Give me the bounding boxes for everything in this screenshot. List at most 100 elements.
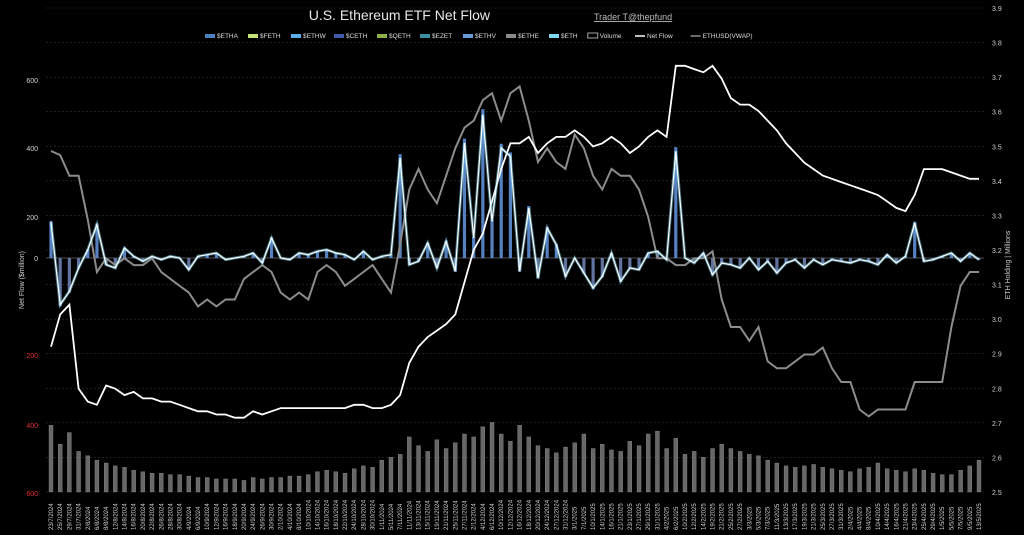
x-tick-label: 21/1/2025 xyxy=(619,503,625,530)
volume-bar xyxy=(370,467,375,493)
net-flow-bar xyxy=(490,219,494,258)
volume-bar xyxy=(103,462,109,493)
volume-bar xyxy=(958,470,963,493)
legend-swatch xyxy=(248,34,258,38)
net-flow-bar xyxy=(628,258,632,269)
volume-bar xyxy=(324,470,329,493)
net-flow-bar xyxy=(848,258,852,264)
volume-bar xyxy=(177,474,182,493)
x-tick-label: 10/9/2024 xyxy=(205,503,211,530)
volume-bar xyxy=(976,459,982,493)
x-tick-label: 7/3/2025 xyxy=(766,506,772,530)
net-flow-bar xyxy=(435,258,439,269)
x-tick-label: 30/10/2024 xyxy=(371,499,377,530)
x-tick-label: 23/4/2025 xyxy=(913,503,919,530)
x-tick-label: 1/11/2024 xyxy=(380,503,386,530)
y2-tick-label: 3.9 xyxy=(992,6,1002,13)
y2-axis-label: ETH Holding | Millions xyxy=(1005,230,1012,299)
volume-bar xyxy=(664,448,669,493)
volume-bar xyxy=(765,459,770,493)
volume-bar xyxy=(811,464,816,493)
y2-tick-label: 2.9 xyxy=(992,352,1002,359)
volume-bar xyxy=(737,451,743,493)
net-flow-bar xyxy=(821,258,825,265)
x-tick-label: 14/2/2025 xyxy=(701,503,707,530)
x-tick-label: 21/2/2025 xyxy=(720,503,726,530)
x-tick-label: 15/11/2024 xyxy=(426,500,432,530)
x-tick-label: 31/7/2024 xyxy=(77,503,83,530)
volume-bar xyxy=(480,426,485,493)
x-tick-label: 11/3/2025 xyxy=(775,503,781,530)
x-tick-label: 7/5/2025 xyxy=(959,506,965,530)
legend-swatch xyxy=(549,34,559,38)
y-tick-label: 0 xyxy=(34,256,38,263)
net-flow-bar xyxy=(426,242,430,258)
x-tick-label: 12/2/2025 xyxy=(692,503,698,530)
legend-label: $ETHV xyxy=(475,33,497,40)
x-tick-label: 2/4/2025 xyxy=(848,506,854,530)
volume-bar xyxy=(848,471,853,493)
net-flow-bar xyxy=(692,258,696,264)
x-tick-label: 29/4/2025 xyxy=(931,503,937,530)
x-tick-label: 14/10/2024 xyxy=(316,499,322,530)
legend-swatch xyxy=(587,32,599,39)
net-flow-bar xyxy=(508,152,513,258)
x-tick-label: 5/3/2025 xyxy=(757,506,763,530)
legend-label: $FETH xyxy=(260,33,281,40)
x-tick-label: 4/9/2024 xyxy=(187,506,193,530)
net-flow-bar xyxy=(481,109,485,259)
net-flow-bar xyxy=(802,258,807,269)
x-tick-label: 7/1/2025 xyxy=(582,506,588,530)
volume-bar xyxy=(94,459,100,493)
net-flow-bar xyxy=(600,258,604,278)
volume-bar xyxy=(930,472,936,493)
volume-bar xyxy=(967,465,972,493)
x-tick-label: 4/12/2024 xyxy=(481,503,487,530)
volume-bar xyxy=(113,465,118,493)
series-lines xyxy=(49,64,980,419)
net-flow-bar xyxy=(563,258,568,278)
y2-tick-label: 3.1 xyxy=(992,283,1002,290)
x-tick-label: 6/8/2024 xyxy=(95,506,101,530)
net-flow-bar xyxy=(251,252,255,258)
volume-bar xyxy=(581,433,587,493)
legend-swatch xyxy=(420,34,430,38)
x-tick-label: 16/9/2024 xyxy=(224,503,230,530)
legend-item: $EZET xyxy=(420,33,452,40)
legend-item: $FETH xyxy=(248,33,281,40)
x-tick-label: 27/2/2025 xyxy=(738,503,744,530)
x-tick-label: 14/1/2025 xyxy=(600,503,606,530)
volume-bar xyxy=(67,432,72,493)
net-flow-bar xyxy=(775,258,779,274)
legend-item: $ETHW xyxy=(291,33,327,40)
net-flow-bar xyxy=(95,223,99,258)
x-tick-label: 25/11/2024 xyxy=(453,500,459,530)
net-flow-bar xyxy=(582,258,586,274)
x-tick-label: 18/9/2024 xyxy=(233,503,239,530)
x-tick-label: 20/9/2024 xyxy=(242,503,248,530)
legend-label: Net Flow xyxy=(647,33,673,40)
volume-bar xyxy=(85,455,90,493)
volume-bar xyxy=(232,478,237,493)
volume-bar xyxy=(416,445,421,493)
x-tick-label: 11/11/2024 xyxy=(407,500,413,530)
x-tick-label: 2/10/2024 xyxy=(279,503,285,530)
net-flow-bar xyxy=(306,254,310,258)
legend-item: ETHUSD(VWAP) xyxy=(690,33,753,40)
net-flow-bar xyxy=(187,258,191,271)
volume-bar xyxy=(168,474,173,493)
y2-tick-label: 3.2 xyxy=(992,248,1002,255)
x-tick-label: 30/8/2024 xyxy=(178,503,184,530)
net-flow-bar xyxy=(472,237,476,258)
volume-bar xyxy=(802,465,807,493)
volume-bar xyxy=(250,477,256,493)
x-tick-label: 4/4/2025 xyxy=(858,506,864,530)
volume-bar xyxy=(949,474,954,493)
net-flow-bar xyxy=(297,252,301,258)
volume-bar xyxy=(296,475,302,493)
net-flow-bar xyxy=(398,154,402,258)
volume-bar xyxy=(682,454,688,493)
volume-bar xyxy=(241,480,247,493)
volume-bar xyxy=(315,471,320,493)
